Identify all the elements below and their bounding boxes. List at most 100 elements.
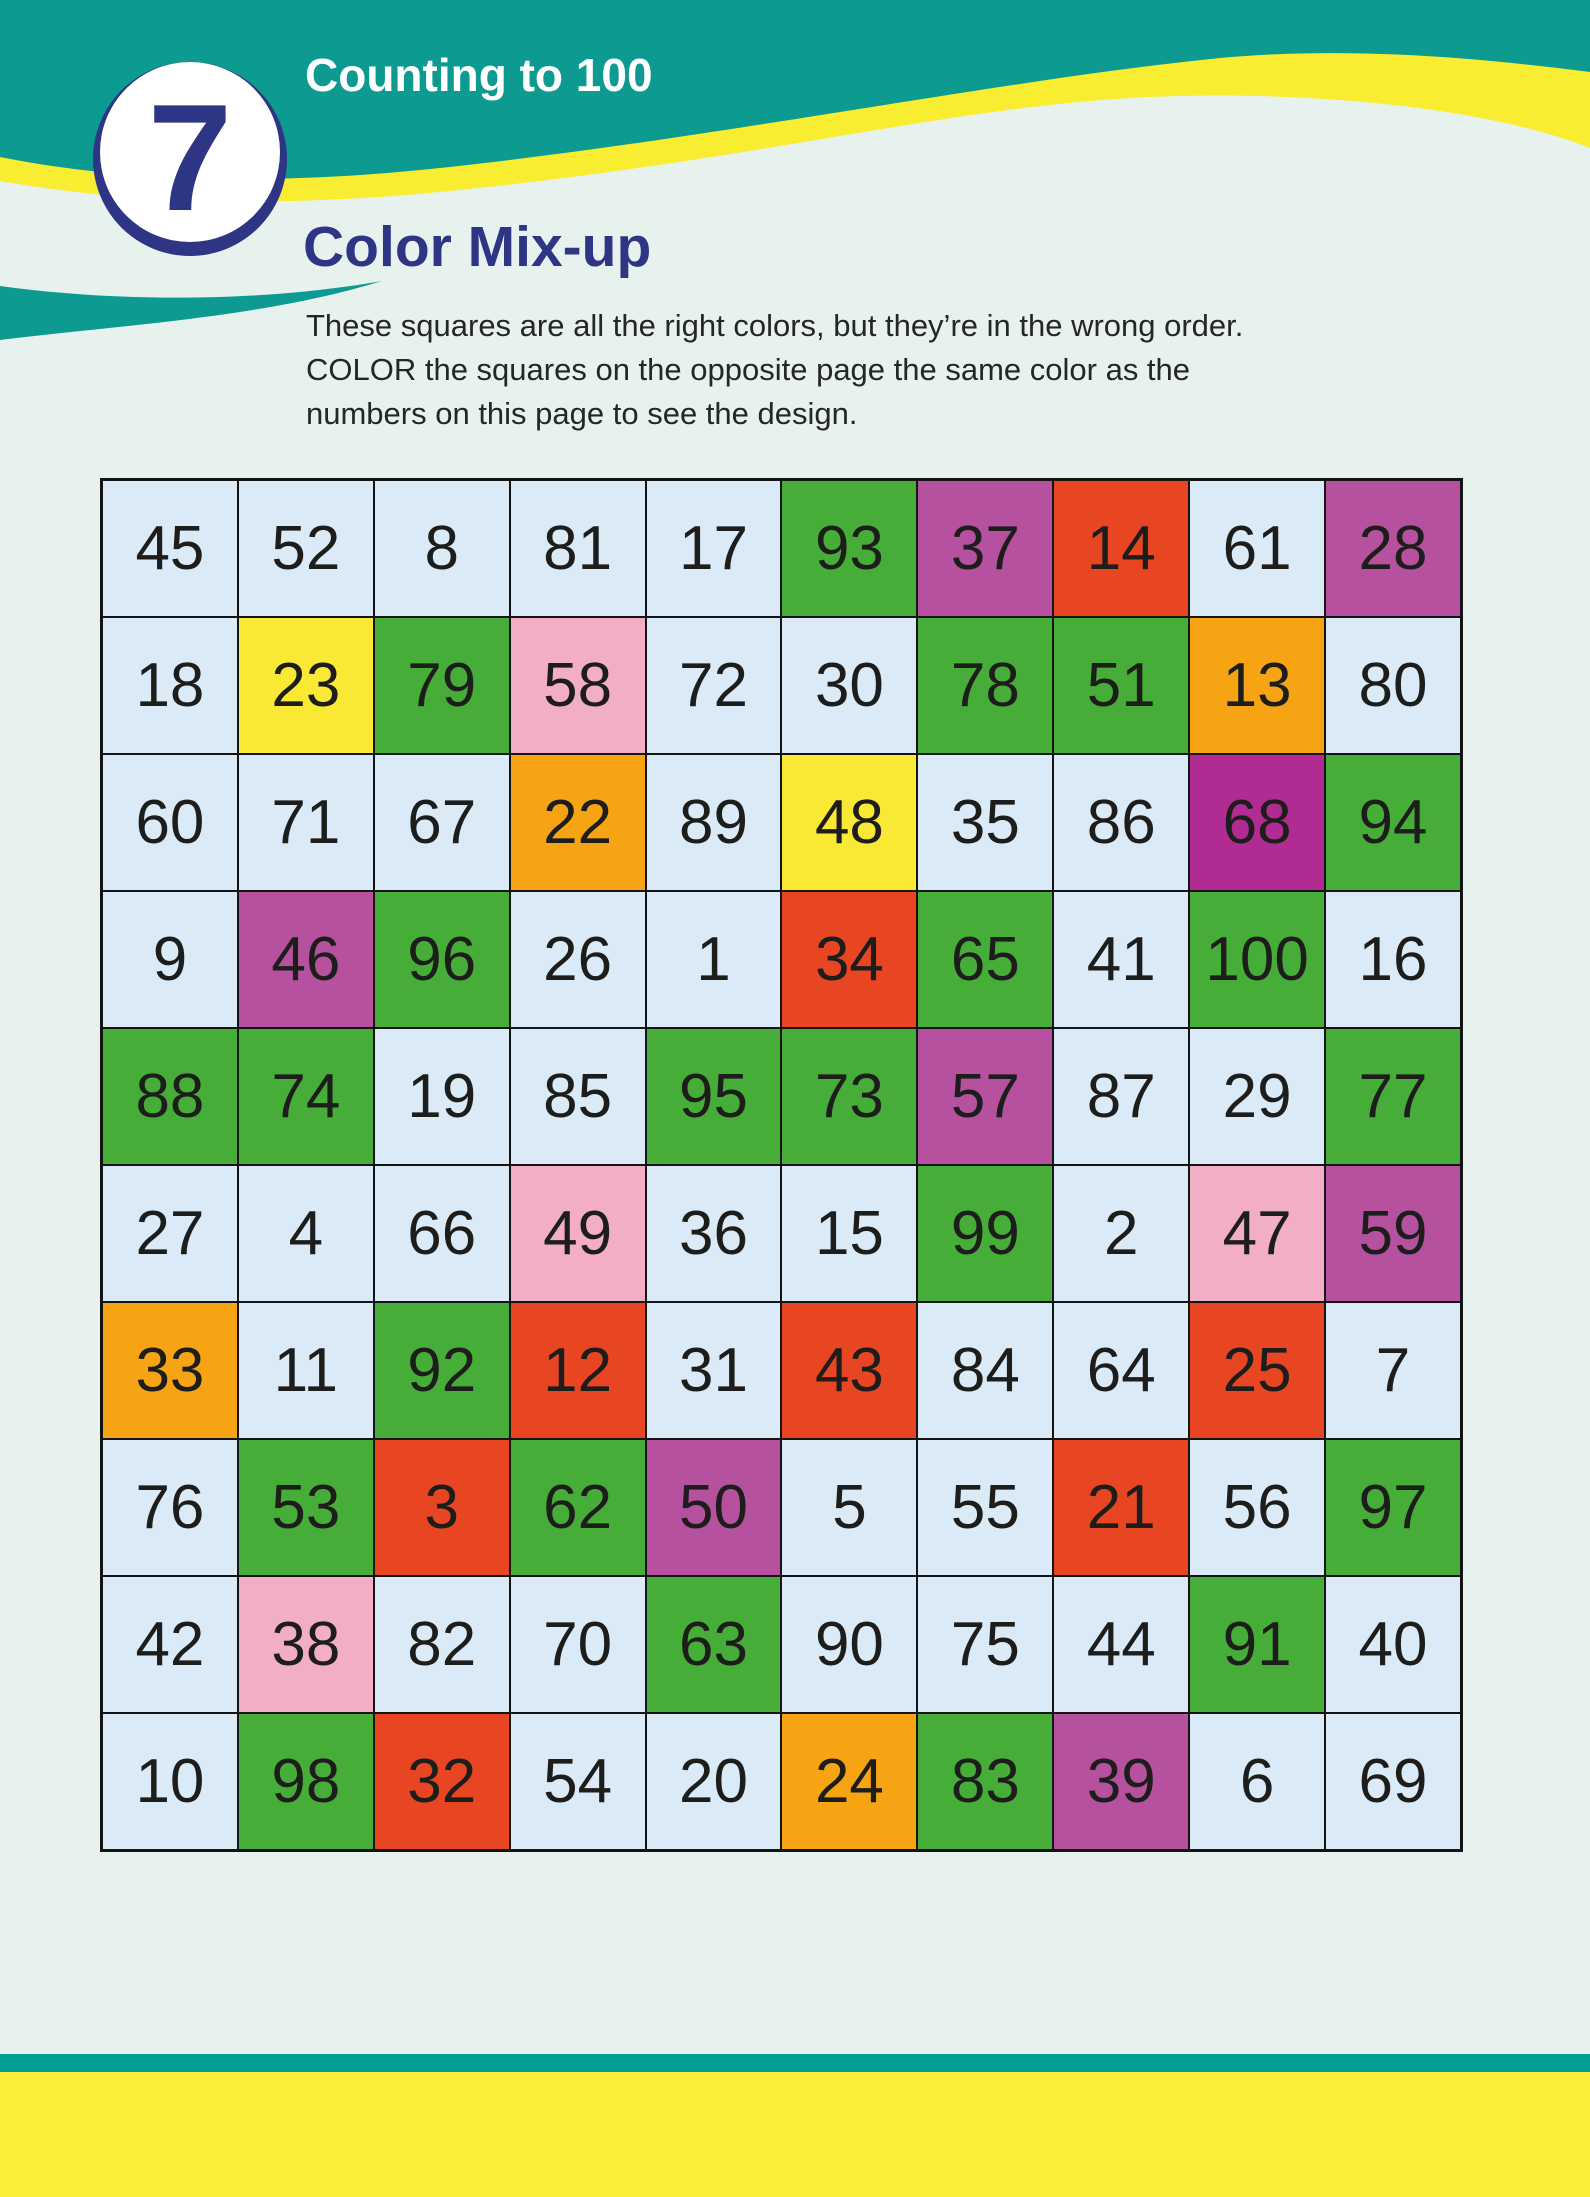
grid-cell: 56: [1189, 1439, 1326, 1576]
grid-cell: 72: [645, 617, 782, 754]
grid-cell: 74: [237, 1028, 374, 1165]
grid-cell: 29: [1189, 1028, 1326, 1165]
grid-cell: 26: [509, 891, 646, 1028]
grid-cell: 36: [645, 1165, 782, 1302]
grid-cell: 11: [237, 1302, 374, 1439]
grid-cell: 77: [1325, 1028, 1461, 1165]
grid-cell: 62: [509, 1439, 646, 1576]
footer-teal-stripe: [0, 2054, 1590, 2072]
grid-cell: 61: [1189, 480, 1326, 617]
grid-cell: 6: [1189, 1713, 1326, 1850]
grid-cell: 44: [1053, 1576, 1190, 1713]
grid-cell: 41: [1053, 891, 1190, 1028]
grid-cell: 38: [237, 1576, 374, 1713]
grid-cell: 64: [1053, 1302, 1190, 1439]
lesson-number: 7: [147, 73, 233, 243]
grid-cell: 3: [373, 1439, 510, 1576]
grid-cell: 91: [1189, 1576, 1326, 1713]
grid-cell: 82: [373, 1576, 510, 1713]
grid-cell: 76: [102, 1439, 238, 1576]
grid-cell: 12: [509, 1302, 646, 1439]
teal-swoosh-shape: [0, 281, 382, 340]
grid-cell: 58: [509, 617, 646, 754]
instructions-line-2: COLOR the squares on the opposite page t…: [306, 352, 1191, 387]
grid-cell: 84: [917, 1302, 1054, 1439]
grid-cell: 73: [781, 1028, 918, 1165]
grid-cell: 46: [237, 891, 374, 1028]
header-wave-art: [0, 0, 1590, 340]
grid-cell: 95: [645, 1028, 782, 1165]
grid-cell: 85: [509, 1028, 646, 1165]
grid-cell: 100: [1189, 891, 1326, 1028]
footer-yellow-band: [0, 2072, 1590, 2197]
grid-cell: 5: [781, 1439, 918, 1576]
grid-cell: 4: [237, 1165, 374, 1302]
grid-cell: 47: [1189, 1165, 1326, 1302]
grid-cell: 49: [509, 1165, 646, 1302]
grid-cell: 53: [237, 1439, 374, 1576]
grid-cell: 15: [781, 1165, 918, 1302]
grid-cell: 98: [237, 1713, 374, 1850]
grid-cell: 51: [1053, 617, 1190, 754]
grid-cell: 48: [781, 754, 918, 891]
grid-cell: 9: [102, 891, 238, 1028]
grid-cell: 45: [102, 480, 238, 617]
instructions-text: These squares are all the right colors, …: [306, 304, 1243, 436]
number-grid: 45 52 8 81 17 93 37 14 61 28 18 23 79 58 72 30 78 51 13 80 6…: [100, 478, 1463, 1852]
grid-cell: 92: [373, 1302, 510, 1439]
grid-cell: 71: [237, 754, 374, 891]
grid-cell: 80: [1325, 617, 1461, 754]
grid-cell: 43: [781, 1302, 918, 1439]
grid-cell: 19: [373, 1028, 510, 1165]
grid-cell: 66: [373, 1165, 510, 1302]
grid-cell: 60: [102, 754, 238, 891]
grid-cell: 28: [1325, 480, 1461, 617]
grid-cell: 30: [781, 617, 918, 754]
grid-cell: 8: [373, 480, 510, 617]
grid-cell: 94: [1325, 754, 1461, 891]
grid-cell: 57: [917, 1028, 1054, 1165]
grid-cell: 14: [1053, 480, 1190, 617]
grid-cell: 88: [102, 1028, 238, 1165]
grid-cell: 16: [1325, 891, 1461, 1028]
grid-cell: 59: [1325, 1165, 1461, 1302]
grid-cell: 63: [645, 1576, 782, 1713]
grid-cell: 89: [645, 754, 782, 891]
grid-cell: 81: [509, 480, 646, 617]
teal-wave-shape: [0, 0, 1590, 180]
grid-cell: 86: [1053, 754, 1190, 891]
lesson-badge-face: [100, 62, 280, 242]
grid-cell: 55: [917, 1439, 1054, 1576]
grid-cell: 52: [237, 480, 374, 617]
grid-cell: 27: [102, 1165, 238, 1302]
grid-cell: 69: [1325, 1713, 1461, 1850]
grid-cell: 42: [102, 1576, 238, 1713]
grid-cell: 37: [917, 480, 1054, 617]
grid-cell: 34: [781, 891, 918, 1028]
grid-cell: 33: [102, 1302, 238, 1439]
grid-cell: 67: [373, 754, 510, 891]
grid-cell: 83: [917, 1713, 1054, 1850]
grid-cell: 97: [1325, 1439, 1461, 1576]
page-title: Counting to 100: [305, 49, 653, 101]
grid-cell: 93: [781, 480, 918, 617]
grid-cell: 79: [373, 617, 510, 754]
section-heading: Color Mix-up: [303, 215, 652, 279]
instructions-line-3: numbers on this page to see the design.: [306, 396, 858, 431]
grid-cell: 18: [102, 617, 238, 754]
grid-cell: 31: [645, 1302, 782, 1439]
grid-cell: 25: [1189, 1302, 1326, 1439]
grid-cell: 10: [102, 1713, 238, 1850]
grid-cell: 7: [1325, 1302, 1461, 1439]
grid-cell: 75: [917, 1576, 1054, 1713]
grid-cell: 32: [373, 1713, 510, 1850]
grid-cell: 20: [645, 1713, 782, 1850]
grid-cell: 68: [1189, 754, 1326, 891]
grid-cell: 24: [781, 1713, 918, 1850]
grid-cell: 22: [509, 754, 646, 891]
grid-cell: 70: [509, 1576, 646, 1713]
grid-cell: 17: [645, 480, 782, 617]
grid-cell: 40: [1325, 1576, 1461, 1713]
grid-cell: 87: [1053, 1028, 1190, 1165]
